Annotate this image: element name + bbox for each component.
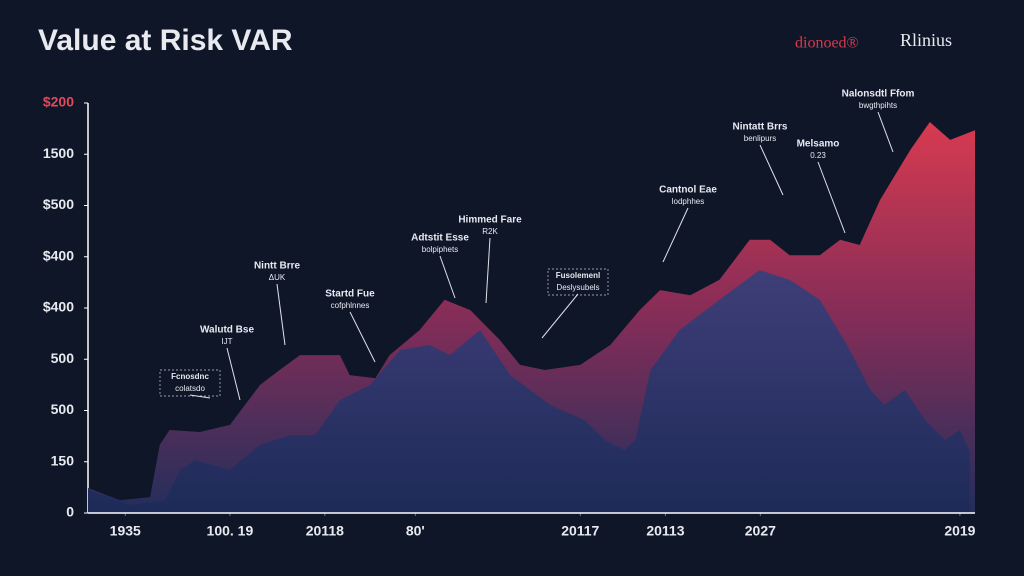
annotation-note: benlipurs — [744, 134, 776, 143]
y-tick-label: 500 — [51, 350, 75, 366]
annotation-note: 0.23 — [810, 151, 826, 160]
logo: Rlinius — [900, 30, 952, 50]
y-tick-label: $500 — [43, 196, 74, 212]
annotation-arrow — [485, 237, 491, 304]
annotation-note: bolpiphets — [422, 245, 458, 254]
annotation-note: bwgthpihts — [859, 101, 897, 110]
annotation-note: ΔUK — [269, 273, 286, 282]
x-tick-label: 1935 — [110, 523, 141, 539]
annotation-arrow — [759, 144, 784, 196]
y-tick-label: 1500 — [43, 145, 74, 161]
annotation-box — [159, 369, 221, 397]
annotation-arrow — [349, 311, 376, 363]
y-tick-label: 0 — [66, 504, 74, 520]
x-tick-label: 20118 — [306, 523, 344, 539]
annotation-note: lodphhes — [672, 197, 704, 206]
x-tick-label: 20113 — [646, 523, 684, 539]
annotation-text: Nalonsdtl Ffom — [842, 89, 915, 100]
annotation-note: R2K — [482, 227, 498, 236]
annotation-text: Walutd Bse — [200, 325, 255, 336]
logo: dionoed® — [795, 35, 859, 52]
annotation-box — [547, 268, 609, 296]
annotation-text: Startd Fue — [325, 289, 375, 300]
annotation-text: Himmed Fare — [458, 215, 522, 226]
annotation-arrow — [276, 283, 286, 346]
annotation-text: Adtstit Esse — [411, 233, 469, 244]
x-tick-label: 100. 19 — [207, 523, 254, 539]
annotation-text: Cantnol Eae — [659, 185, 717, 196]
annotation-text: Melsamo — [797, 139, 840, 150]
annotation-note: cofphlnnes — [331, 301, 370, 310]
y-tick-label: $200 — [43, 94, 74, 110]
y-tick-label: $400 — [43, 299, 74, 315]
x-tick-label: 2019 — [944, 523, 975, 539]
y-tick-label: 500 — [51, 401, 75, 417]
annotation-text: Nintt Brre — [254, 261, 301, 272]
x-tick-label: 20117 — [561, 523, 599, 539]
annotation-text: Nintatt Brrs — [732, 122, 787, 133]
annotation-arrow — [226, 347, 241, 401]
annotation-note: Deslysubels — [556, 283, 599, 292]
annotation-text: Fcnosdnc — [171, 372, 209, 381]
annotation-note: colatsdo — [175, 384, 205, 393]
annotation-text: Fusolemenl — [556, 271, 600, 280]
chart-title: Value at Risk VAR — [38, 24, 293, 57]
annotation-arrow — [189, 394, 211, 399]
annotation-note: IJT — [221, 337, 232, 346]
area — [88, 270, 970, 513]
x-tick-label: 80' — [406, 523, 425, 539]
annotation-arrow — [541, 293, 579, 339]
y-tick-label: $400 — [43, 247, 74, 263]
annotation-arrow — [877, 111, 894, 153]
annotation-arrow — [662, 207, 689, 263]
annotation-arrow — [439, 255, 456, 299]
y-tick-label: 150 — [51, 452, 75, 468]
x-tick-label: 2027 — [745, 523, 776, 539]
annotation-arrow — [817, 161, 846, 234]
